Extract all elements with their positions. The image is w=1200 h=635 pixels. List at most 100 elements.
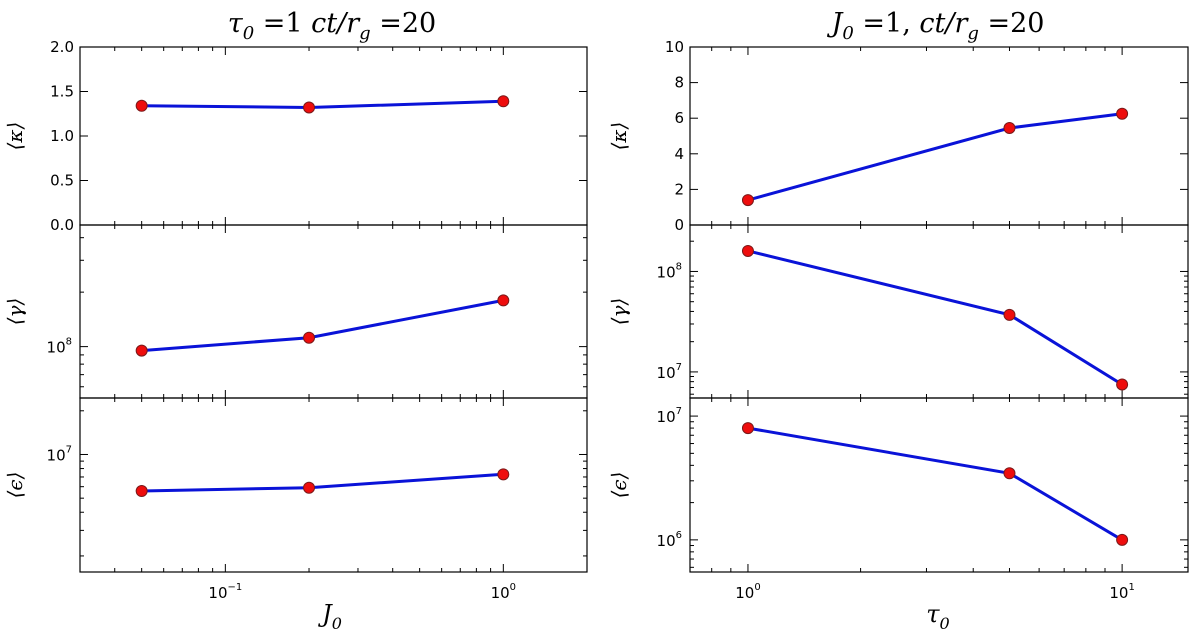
x-axis-label: τ0 xyxy=(926,600,949,633)
series-line xyxy=(747,426,1123,542)
y-axis-label: ⟨γ⟩ xyxy=(607,298,631,326)
tick-base: 10 xyxy=(491,584,510,602)
y-tick-label: 106 xyxy=(657,530,682,550)
y-axis-label: ⟨ϵ⟩ xyxy=(3,472,27,499)
x-axis-label: J0 xyxy=(317,600,342,633)
x-label-subscript: 0 xyxy=(940,614,950,633)
y-axis-label: ⟨ϵ⟩ xyxy=(607,472,631,499)
y-tick-label: 0.5 xyxy=(50,172,74,190)
title-equals: =20 xyxy=(371,8,437,39)
title-symbol: ct/r xyxy=(311,8,361,39)
y-axis-label: ⟨κ⟩ xyxy=(607,122,631,151)
tick-base: 10 xyxy=(208,584,227,602)
data-point xyxy=(1116,107,1129,120)
data-point xyxy=(135,485,148,498)
title-symbol: ct/r xyxy=(919,8,969,39)
series-line xyxy=(141,298,504,353)
tick-base: 10 xyxy=(657,408,676,426)
chart-title: τ0 =1 ct/rg =20 xyxy=(228,8,436,44)
panel-frame xyxy=(689,46,1189,226)
y-tick-label: 0.0 xyxy=(50,216,74,234)
y-tick-label: 108 xyxy=(657,261,682,281)
right-chart: J0 =1, ct/rg =200246810⟨κ⟩107108⟨γ⟩10610… xyxy=(607,8,1189,633)
tick-exponent: 7 xyxy=(676,362,682,373)
x-label-subscript: 0 xyxy=(332,614,342,633)
series-line xyxy=(141,99,504,110)
title-subscript: 0 xyxy=(243,23,254,44)
tick-base: 10 xyxy=(1109,584,1128,602)
y-tick-label: 2 xyxy=(674,180,684,198)
tick-base: 10 xyxy=(47,446,66,464)
title-subscript: g xyxy=(359,23,371,44)
x-tick-label: 101 xyxy=(1109,582,1134,602)
title-subscript: g xyxy=(967,23,979,44)
tick-exponent: 7 xyxy=(66,444,72,455)
tick-exponent: 7 xyxy=(676,406,682,417)
data-point xyxy=(1003,467,1016,480)
series-line xyxy=(747,112,1123,202)
tick-exponent: −1 xyxy=(228,582,243,593)
tick-base: 10 xyxy=(657,263,676,281)
panel-frame xyxy=(79,397,588,573)
data-point xyxy=(303,481,316,494)
left-chart: τ0 =1 ct/rg =200.00.51.01.52.0⟨κ⟩108⟨γ⟩1… xyxy=(3,8,588,633)
y-tick-label: 107 xyxy=(657,362,682,382)
tick-base: 10 xyxy=(47,339,66,357)
data-point xyxy=(303,101,316,114)
title-symbol: J xyxy=(827,8,845,39)
data-point xyxy=(741,244,754,257)
data-point xyxy=(497,294,510,307)
x-tick-label: 100 xyxy=(735,582,760,602)
y-tick-label: 1.5 xyxy=(50,83,74,101)
x-label-symbol: τ xyxy=(926,600,940,628)
tick-base: 10 xyxy=(735,584,754,602)
panel-frame xyxy=(79,224,588,399)
panel-1: 0 2 4 6 8 10 ⟨κ⟩ xyxy=(607,38,1189,234)
panel-frame xyxy=(689,397,1189,573)
y-tick-label: 107 xyxy=(657,406,682,426)
x-tick-label: 100 xyxy=(491,582,516,602)
tick-base: 10 xyxy=(657,364,676,382)
data-point xyxy=(497,468,510,481)
data-point xyxy=(1003,308,1016,321)
chart-title: J0 =1, ct/rg =20 xyxy=(827,8,1045,44)
data-point xyxy=(1116,378,1129,391)
panel-2: 108 ⟨γ⟩ xyxy=(3,224,588,399)
panel-1: 0.0 0.5 1.0 1.5 2.0 ⟨κ⟩ xyxy=(3,38,588,234)
data-point xyxy=(1116,533,1129,546)
y-tick-label: 8 xyxy=(674,74,684,92)
y-axis-label: ⟨κ⟩ xyxy=(3,122,27,151)
title-symbol: τ xyxy=(228,8,244,39)
y-tick-label: 2.0 xyxy=(50,38,74,56)
y-tick-label: 10 xyxy=(665,38,684,56)
x-tick-label: 10−1 xyxy=(208,582,242,602)
panel-frame xyxy=(689,224,1189,399)
data-point xyxy=(135,344,148,357)
tick-base: 10 xyxy=(657,532,676,550)
data-point xyxy=(135,99,148,112)
data-point xyxy=(497,95,510,108)
data-point xyxy=(741,194,754,207)
y-tick-label: 1.0 xyxy=(50,127,74,145)
tick-exponent: 8 xyxy=(66,337,72,348)
series-line xyxy=(747,249,1123,386)
title-equals: =20 xyxy=(979,8,1045,39)
y-tick-label: 0 xyxy=(674,216,684,234)
panel-3: 107 ⟨ϵ⟩ xyxy=(3,397,588,573)
tick-exponent: 1 xyxy=(1128,582,1134,593)
tick-exponent: 8 xyxy=(676,261,682,272)
y-tick-label: 107 xyxy=(47,444,72,464)
y-tick-label: 6 xyxy=(674,109,684,127)
x-label-symbol: J xyxy=(317,600,333,628)
title-equals: =1 xyxy=(254,8,311,39)
y-axis-label: ⟨γ⟩ xyxy=(3,298,27,326)
data-point xyxy=(1003,121,1016,134)
data-point xyxy=(741,422,754,435)
data-point xyxy=(303,331,316,344)
tick-exponent: 0 xyxy=(510,582,516,593)
panel-frame xyxy=(79,46,588,226)
y-tick-label: 108 xyxy=(47,337,72,357)
